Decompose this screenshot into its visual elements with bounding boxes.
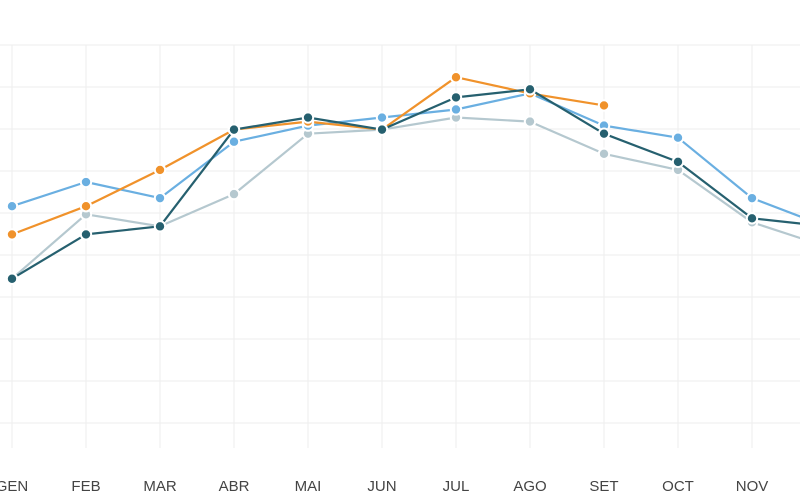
x-axis: GEN FEB MAR ABR MAI JUN JUL AGO SET OCT NOV [0,478,768,495]
data-point[interactable] [227,123,241,136]
data-point[interactable] [5,228,19,241]
data-point[interactable] [671,131,685,144]
data-point[interactable] [375,111,389,124]
x-tick-label: JUN [367,478,396,495]
series-line [10,88,800,280]
data-point[interactable] [227,187,241,201]
data-point[interactable] [523,83,537,96]
series-4 [5,83,800,285]
x-tick-label: MAI [295,478,322,495]
x-tick-label: JUL [443,478,470,495]
data-point[interactable] [745,212,759,225]
x-tick-label: AGO [513,478,546,495]
series-group [5,71,800,285]
data-point[interactable] [79,228,93,241]
data-point[interactable] [449,71,463,84]
data-point[interactable] [301,111,315,124]
grid [0,44,800,448]
data-point[interactable] [523,115,537,128]
data-point[interactable] [375,123,389,136]
x-tick-label: ABR [219,478,250,495]
x-tick-label: GEN [0,478,28,495]
x-tick-label: SET [589,478,618,495]
data-point[interactable] [597,99,611,112]
data-point[interactable] [597,127,611,140]
x-tick-label: FEB [71,478,100,495]
x-tick-label: NOV [736,478,769,495]
x-tick-label: OCT [662,478,694,495]
data-point[interactable] [449,91,463,104]
data-point[interactable] [597,147,611,161]
x-tick-label: MAR [143,478,177,495]
data-point[interactable] [745,191,759,205]
data-point[interactable] [5,200,19,213]
data-point[interactable] [153,163,167,177]
data-point[interactable] [153,220,167,233]
data-point[interactable] [227,135,241,148]
data-point[interactable] [153,191,167,205]
series-line [10,116,800,280]
data-point[interactable] [671,155,685,169]
data-point[interactable] [5,272,19,285]
data-point[interactable] [79,200,93,213]
data-point[interactable] [449,103,463,116]
data-point[interactable] [79,175,93,189]
